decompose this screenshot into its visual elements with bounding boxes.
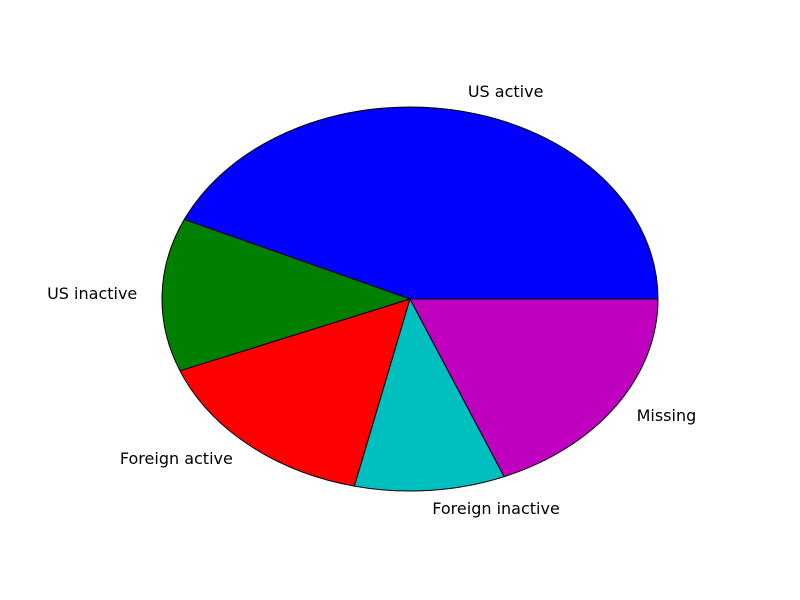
pie-slices: [161, 106, 659, 492]
pie-label-foreign-active: Foreign active: [120, 449, 233, 468]
pie-slice-foreign-inactive: [353, 298, 505, 492]
pie-labels: US active US inactive Foreign active Foreig…: [47, 82, 696, 518]
pie-label-missing: Missing: [637, 406, 697, 425]
pie-slice-us-inactive: [161, 218, 411, 372]
pie-label-foreign-inactive: Foreign inactive: [432, 499, 560, 518]
pie-label-us-inactive: US inactive: [47, 284, 137, 303]
pie-slice-missing: [409, 298, 659, 478]
pie-slice-foreign-active: [179, 298, 411, 487]
pie-slice-us-active: [183, 106, 659, 300]
pie-label-us-active: US active: [468, 82, 544, 101]
